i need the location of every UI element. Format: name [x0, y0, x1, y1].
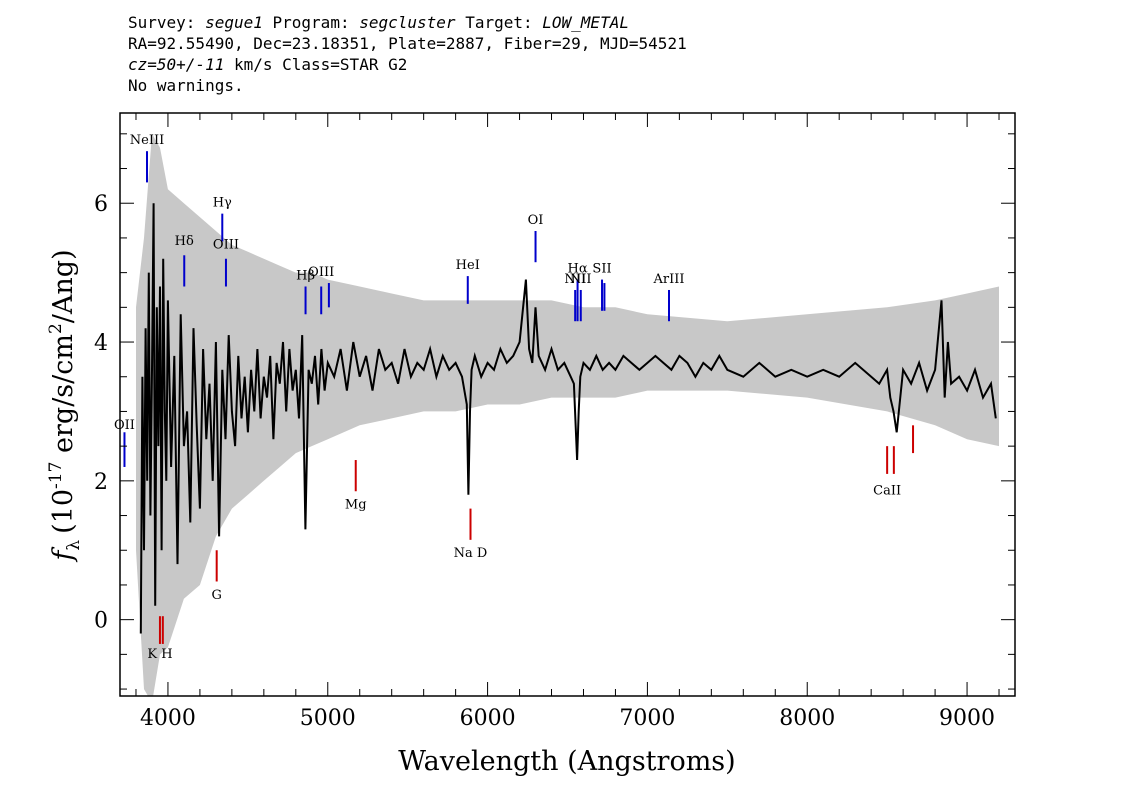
flux-series: [139, 203, 997, 634]
y-axis-label-units-end: /Ang): [48, 249, 79, 323]
emission-line-label: OI: [528, 213, 544, 228]
absorption-line-label: Mg: [345, 498, 367, 513]
x-tick-label: 6000: [460, 706, 516, 731]
header-line-4: No warnings.: [128, 76, 244, 95]
emission-line-label: Hβ: [296, 269, 315, 284]
emission-line-label: NeIII: [130, 133, 164, 148]
header-line-2: RA=92.55490, Dec=23.18351, Plate=2887, F…: [128, 34, 687, 53]
target-value: LOW_METAL: [542, 13, 629, 32]
y-axis-label-sub: λ: [64, 540, 84, 551]
survey-value: segue1: [205, 13, 263, 32]
redshift-value: cz=50+/-11: [128, 55, 225, 74]
x-tick-label: 8000: [779, 706, 835, 731]
x-axis-label: Wavelength (Angstroms): [398, 746, 735, 777]
absorption-line-label: Na D: [454, 546, 488, 561]
y-axis-label-symbol: f: [48, 547, 79, 563]
emission-line-label: OIII: [308, 265, 334, 280]
emission-line-label: Hγ: [213, 196, 232, 211]
emission-line-label: NII: [570, 272, 592, 287]
emission-line-label: HeI: [456, 258, 480, 273]
flux-line: [139, 203, 997, 634]
absorption-line-label: G: [211, 588, 221, 603]
emission-line-label: Hα: [568, 262, 588, 277]
x-tick-label: 4000: [140, 706, 196, 731]
emission-line-label: Hδ: [175, 234, 194, 249]
y-axis-label-units: erg/s/cm: [48, 334, 79, 462]
program-value: segcluster: [359, 13, 456, 32]
error-band: [136, 133, 999, 696]
header-line-3: cz=50+/-11 km/s Class=STAR G2: [128, 54, 687, 75]
y-axis-label-units-exp: 2: [46, 323, 66, 334]
program-label: Program:: [272, 13, 350, 32]
y-axis-label-scale: (10: [48, 489, 79, 534]
y-axis-label: fλ (10-17 erg/s/cm2/Ang): [46, 249, 84, 562]
y-tick-label: 4: [94, 331, 108, 356]
absorption-line-label: CaII: [873, 484, 901, 499]
header-line-1: Survey: segue1 Program: segcluster Targe…: [128, 12, 687, 33]
plot-frame: [119, 112, 1016, 697]
survey-label: Survey:: [128, 13, 196, 32]
emission-line-label: OIII: [213, 237, 239, 252]
error-band-area: [136, 133, 999, 696]
x-tick-label: 9000: [939, 706, 995, 731]
emission-line-label: NII: [564, 272, 586, 287]
class-info: km/s Class=STAR G2: [224, 55, 408, 74]
y-tick-label: 0: [94, 609, 108, 634]
y-axis-label-exp: -17: [46, 462, 66, 489]
emission-line-label: OII: [114, 418, 135, 433]
emission-line-label: SII: [592, 262, 611, 277]
emission-line-label: ArIII: [652, 272, 684, 287]
y-tick-label: 2: [94, 470, 108, 495]
y-tick-label: 6: [94, 192, 108, 217]
target-label: Target:: [465, 13, 533, 32]
x-tick-label: 5000: [300, 706, 356, 731]
axis-ticks: 4000 5000 6000 7000 8000 9000 0 2 4 6: [94, 113, 1015, 731]
absorption-line-label: K H: [147, 647, 172, 662]
spectrum-header: Survey: segue1 Program: segcluster Targe…: [128, 12, 687, 96]
x-tick-label: 7000: [619, 706, 675, 731]
